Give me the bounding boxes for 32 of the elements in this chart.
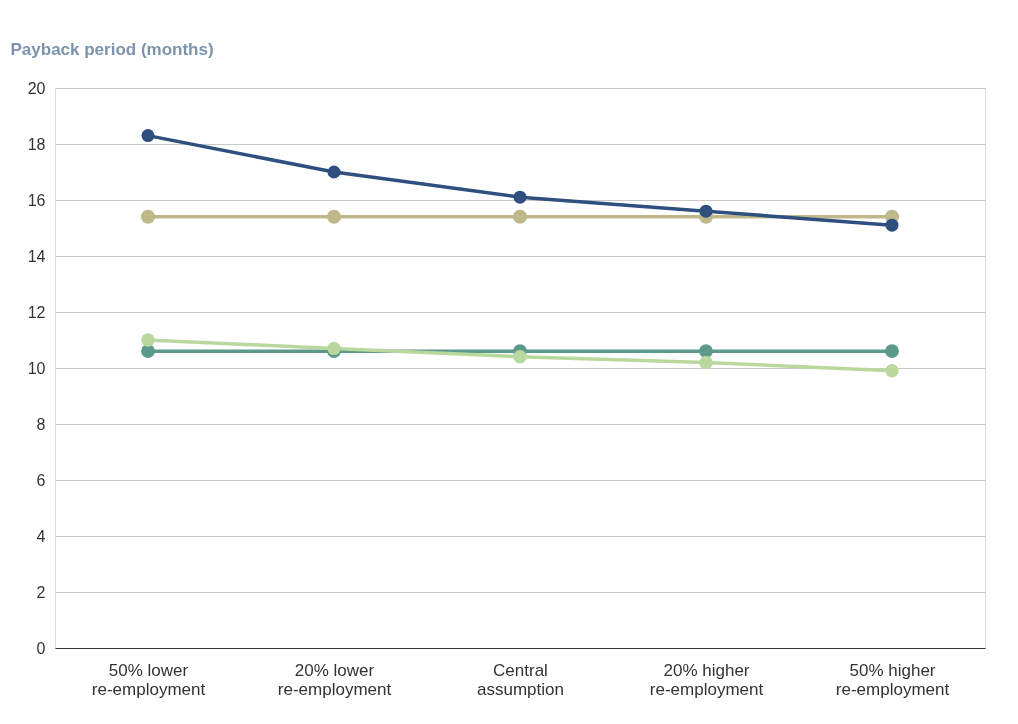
point xyxy=(513,350,527,364)
y-tick-label: 20 xyxy=(27,79,46,97)
x-tick-label: 50% lower re-employment xyxy=(91,660,206,699)
x-tick-label: 20% lower re-employment xyxy=(277,660,392,699)
point xyxy=(513,190,527,204)
x-tick-label: Central assumption xyxy=(477,660,564,699)
x-tick-label: 20% higher re-employment xyxy=(649,660,764,699)
point xyxy=(326,209,342,224)
y-tick-label: 2 xyxy=(36,583,46,601)
point xyxy=(512,209,528,224)
y-tick-label: 18 xyxy=(27,135,46,153)
point xyxy=(885,364,899,378)
point xyxy=(141,344,155,359)
y-tick-label: 14 xyxy=(27,247,46,265)
point xyxy=(327,165,341,179)
point xyxy=(885,344,899,359)
y-tick-label: 12 xyxy=(27,303,46,321)
y-tick-label: 0 xyxy=(36,639,46,657)
point xyxy=(885,218,899,232)
point xyxy=(141,333,155,347)
y-tick-label: 8 xyxy=(36,415,46,433)
point xyxy=(141,129,155,143)
x-tick-label: 50% higher re-employment xyxy=(835,660,950,699)
y-tick-label: 16 xyxy=(27,191,46,209)
y-tick-label: 6 xyxy=(36,471,46,489)
y-tick-label: 10 xyxy=(27,359,46,377)
y-tick-label: 4 xyxy=(36,527,46,545)
point xyxy=(140,209,156,224)
point xyxy=(699,355,713,370)
point xyxy=(699,204,713,218)
point xyxy=(699,344,713,359)
y-axis-title: Payback period (months) xyxy=(10,39,214,59)
